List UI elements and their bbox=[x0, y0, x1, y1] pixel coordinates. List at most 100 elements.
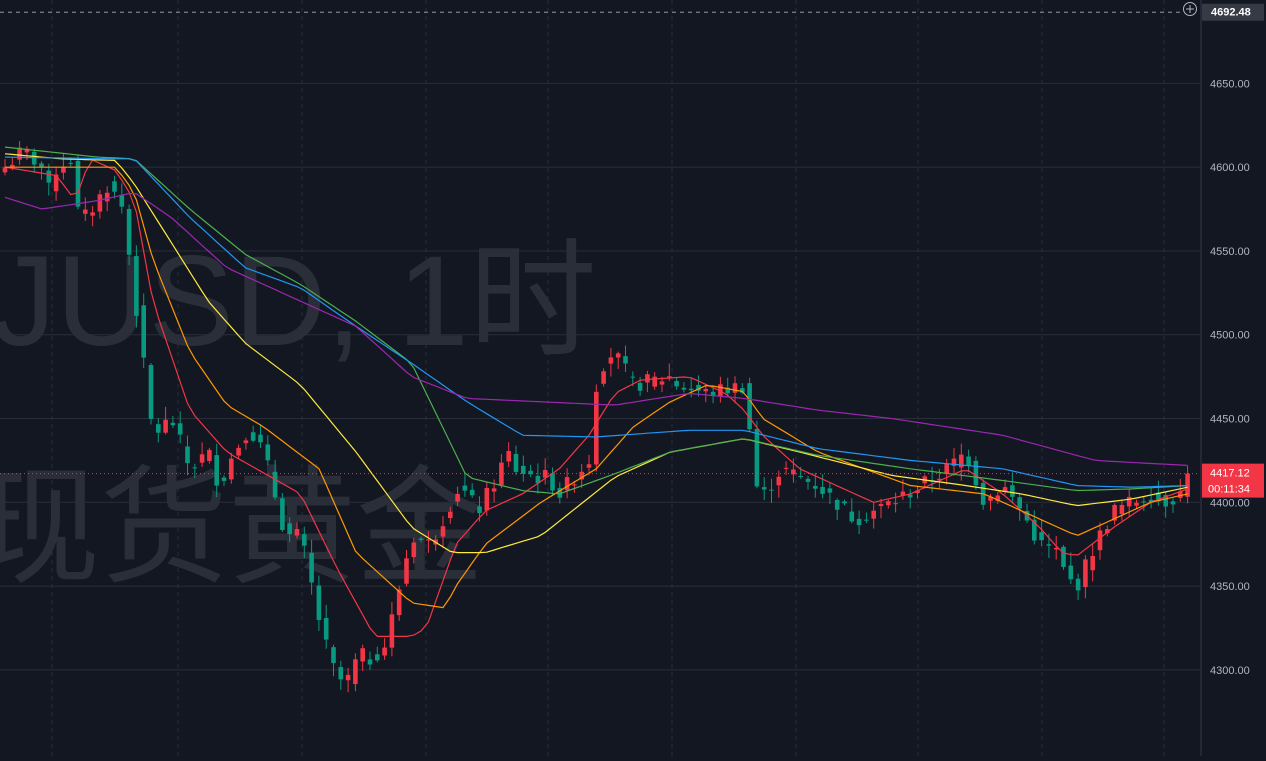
candle-body bbox=[199, 454, 205, 463]
candle-body bbox=[776, 476, 782, 486]
last-price-label: 4417.12 00:11:34 bbox=[1202, 463, 1264, 498]
candle-body bbox=[53, 174, 59, 192]
crosshair-price-label: 4692.48 bbox=[1202, 3, 1264, 21]
watermark-symbol: JUSD, 1时 bbox=[0, 230, 597, 373]
candle-body bbox=[104, 192, 110, 202]
candle-body bbox=[791, 469, 796, 475]
candle-body bbox=[134, 256, 139, 316]
candle-body bbox=[900, 491, 906, 496]
countdown-text: 00:11:34 bbox=[1208, 484, 1250, 496]
candle-body bbox=[878, 504, 884, 507]
candle-body bbox=[740, 388, 745, 393]
candle-body bbox=[258, 434, 263, 443]
candle-body bbox=[367, 659, 373, 665]
candle-body bbox=[229, 458, 234, 480]
price-axis-labels: 4650.00 4600.00 4550.00 4500.00 4450.00 4400.… bbox=[1210, 78, 1250, 676]
candle-body bbox=[1061, 546, 1066, 567]
candle-body bbox=[10, 164, 15, 168]
candle-body bbox=[499, 462, 504, 485]
candle-body bbox=[754, 429, 760, 487]
candle-body bbox=[688, 388, 694, 391]
candle-body bbox=[418, 538, 424, 540]
crosshair-add-button[interactable] bbox=[1183, 2, 1197, 16]
candle-body bbox=[594, 391, 599, 465]
ma-line-ma_e bbox=[4, 156, 1188, 488]
candle-body bbox=[170, 422, 176, 426]
candle-body bbox=[192, 467, 198, 469]
candle-body bbox=[1178, 491, 1183, 498]
candle-body bbox=[272, 471, 278, 498]
candle-body bbox=[411, 542, 417, 558]
candle-body bbox=[214, 455, 219, 486]
candle-body bbox=[871, 510, 876, 519]
candle-body bbox=[382, 647, 387, 656]
crosshair-price-text: 4692.48 bbox=[1211, 7, 1251, 19]
candle-body bbox=[294, 529, 300, 536]
candle-body bbox=[1163, 495, 1168, 507]
candle-body bbox=[455, 493, 460, 502]
candle-body bbox=[864, 519, 869, 521]
candle-body bbox=[46, 170, 52, 183]
candle-body bbox=[674, 381, 679, 387]
candle-body bbox=[75, 160, 81, 207]
candle-body bbox=[1141, 501, 1147, 503]
candle-body bbox=[1075, 578, 1081, 591]
candle-body bbox=[550, 473, 555, 491]
candle-body bbox=[83, 209, 88, 214]
candle-body bbox=[1090, 556, 1095, 571]
ma-line-ma_b bbox=[5, 166, 1188, 609]
candle-body bbox=[287, 523, 292, 535]
candle-body bbox=[462, 485, 468, 491]
candle-body bbox=[747, 383, 752, 430]
candle-body bbox=[236, 447, 241, 456]
candle-body bbox=[61, 167, 66, 173]
price-axis[interactable] bbox=[1201, 0, 1266, 756]
candle-body bbox=[1097, 530, 1103, 551]
candle-body bbox=[440, 526, 446, 537]
candle-body bbox=[608, 357, 614, 364]
candle-body bbox=[937, 478, 942, 481]
ma-line-ma_a bbox=[4, 159, 1188, 637]
candle-body bbox=[163, 419, 168, 433]
price-tick-label: 4500.00 bbox=[1210, 330, 1250, 342]
candle-body bbox=[703, 388, 709, 392]
candle-body bbox=[24, 148, 30, 153]
candle-body bbox=[886, 501, 891, 506]
candle-body bbox=[783, 467, 789, 469]
candle-body bbox=[491, 488, 497, 492]
candle-body bbox=[484, 488, 490, 511]
candle-body bbox=[141, 305, 146, 358]
candle-body bbox=[1032, 519, 1037, 541]
candle-body bbox=[280, 498, 285, 530]
ma-line-ma_c bbox=[4, 153, 1188, 554]
candle-body bbox=[1053, 547, 1059, 550]
candle-body bbox=[302, 534, 307, 546]
candle-body bbox=[1112, 504, 1117, 521]
candle-body bbox=[469, 489, 475, 496]
candle-body bbox=[119, 194, 125, 207]
candle-body bbox=[907, 494, 913, 498]
candle-body bbox=[2, 167, 8, 173]
candle-body bbox=[579, 471, 584, 480]
candle-body bbox=[769, 489, 774, 491]
price-tick-label: 4400.00 bbox=[1210, 497, 1250, 509]
candle-body bbox=[97, 194, 103, 212]
candle-body bbox=[564, 477, 570, 491]
candle-body bbox=[966, 456, 971, 466]
candle-body bbox=[1134, 502, 1139, 506]
candle-body bbox=[1170, 501, 1176, 505]
candle-body bbox=[623, 356, 628, 364]
candle-body bbox=[375, 654, 380, 661]
ma-line-ma_f bbox=[4, 192, 1188, 466]
candle-body bbox=[696, 384, 701, 391]
candle-body bbox=[396, 589, 402, 616]
candle-body bbox=[1039, 532, 1044, 541]
candle-body bbox=[827, 488, 833, 493]
candle-body bbox=[316, 585, 322, 620]
candle-body bbox=[1002, 487, 1008, 492]
candle-body bbox=[331, 647, 336, 664]
candle-body bbox=[1126, 496, 1132, 507]
candle-body bbox=[951, 458, 957, 466]
candle-body bbox=[805, 478, 811, 482]
